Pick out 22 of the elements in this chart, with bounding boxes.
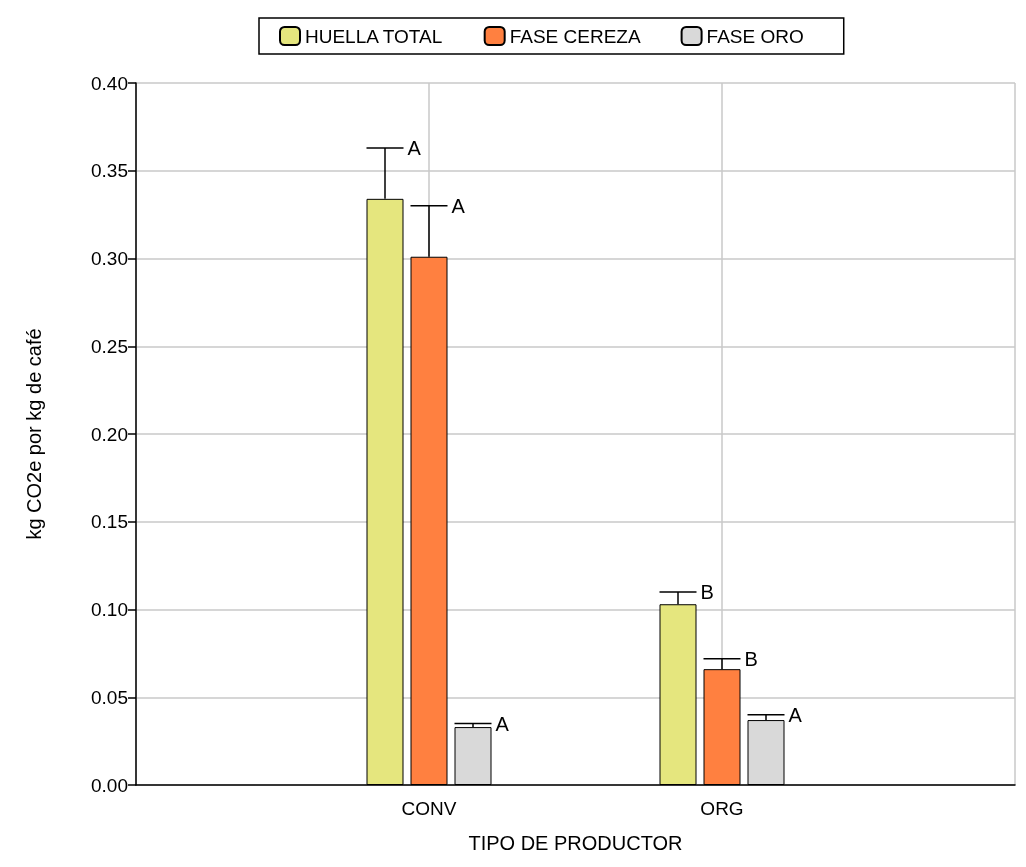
legend-label: HUELLA TOTAL [305,25,443,47]
y-axis-title: kg CO2e por kg de café [23,328,45,540]
data-label: A [407,136,422,159]
y-tick-label: 0.20 [91,423,128,445]
x-axis-title: TIPO DE PRODUCTOR [468,832,683,854]
x-tick-label: ORG [700,798,744,819]
y-tick-label: 0.00 [91,774,128,796]
y-tick-label: 0.40 [91,72,128,94]
data-label: A [495,712,510,735]
y-tick-label: 0.25 [91,335,128,357]
y-tick-label: 0.30 [91,248,128,269]
x-tick-label: CONV [401,798,457,819]
y-tick-label: 0.10 [91,599,128,620]
data-label: B [744,647,758,670]
legend-label: FASE CEREZA [509,25,641,47]
y-tick-label: 0.35 [91,160,128,182]
data-label: B [700,580,714,603]
y-tick-label: 0.05 [91,686,128,708]
data-label: A [788,703,803,726]
y-tick-label: 0.15 [91,511,128,533]
data-label: A [451,194,466,217]
legend-label: FASE ORO [706,25,804,47]
